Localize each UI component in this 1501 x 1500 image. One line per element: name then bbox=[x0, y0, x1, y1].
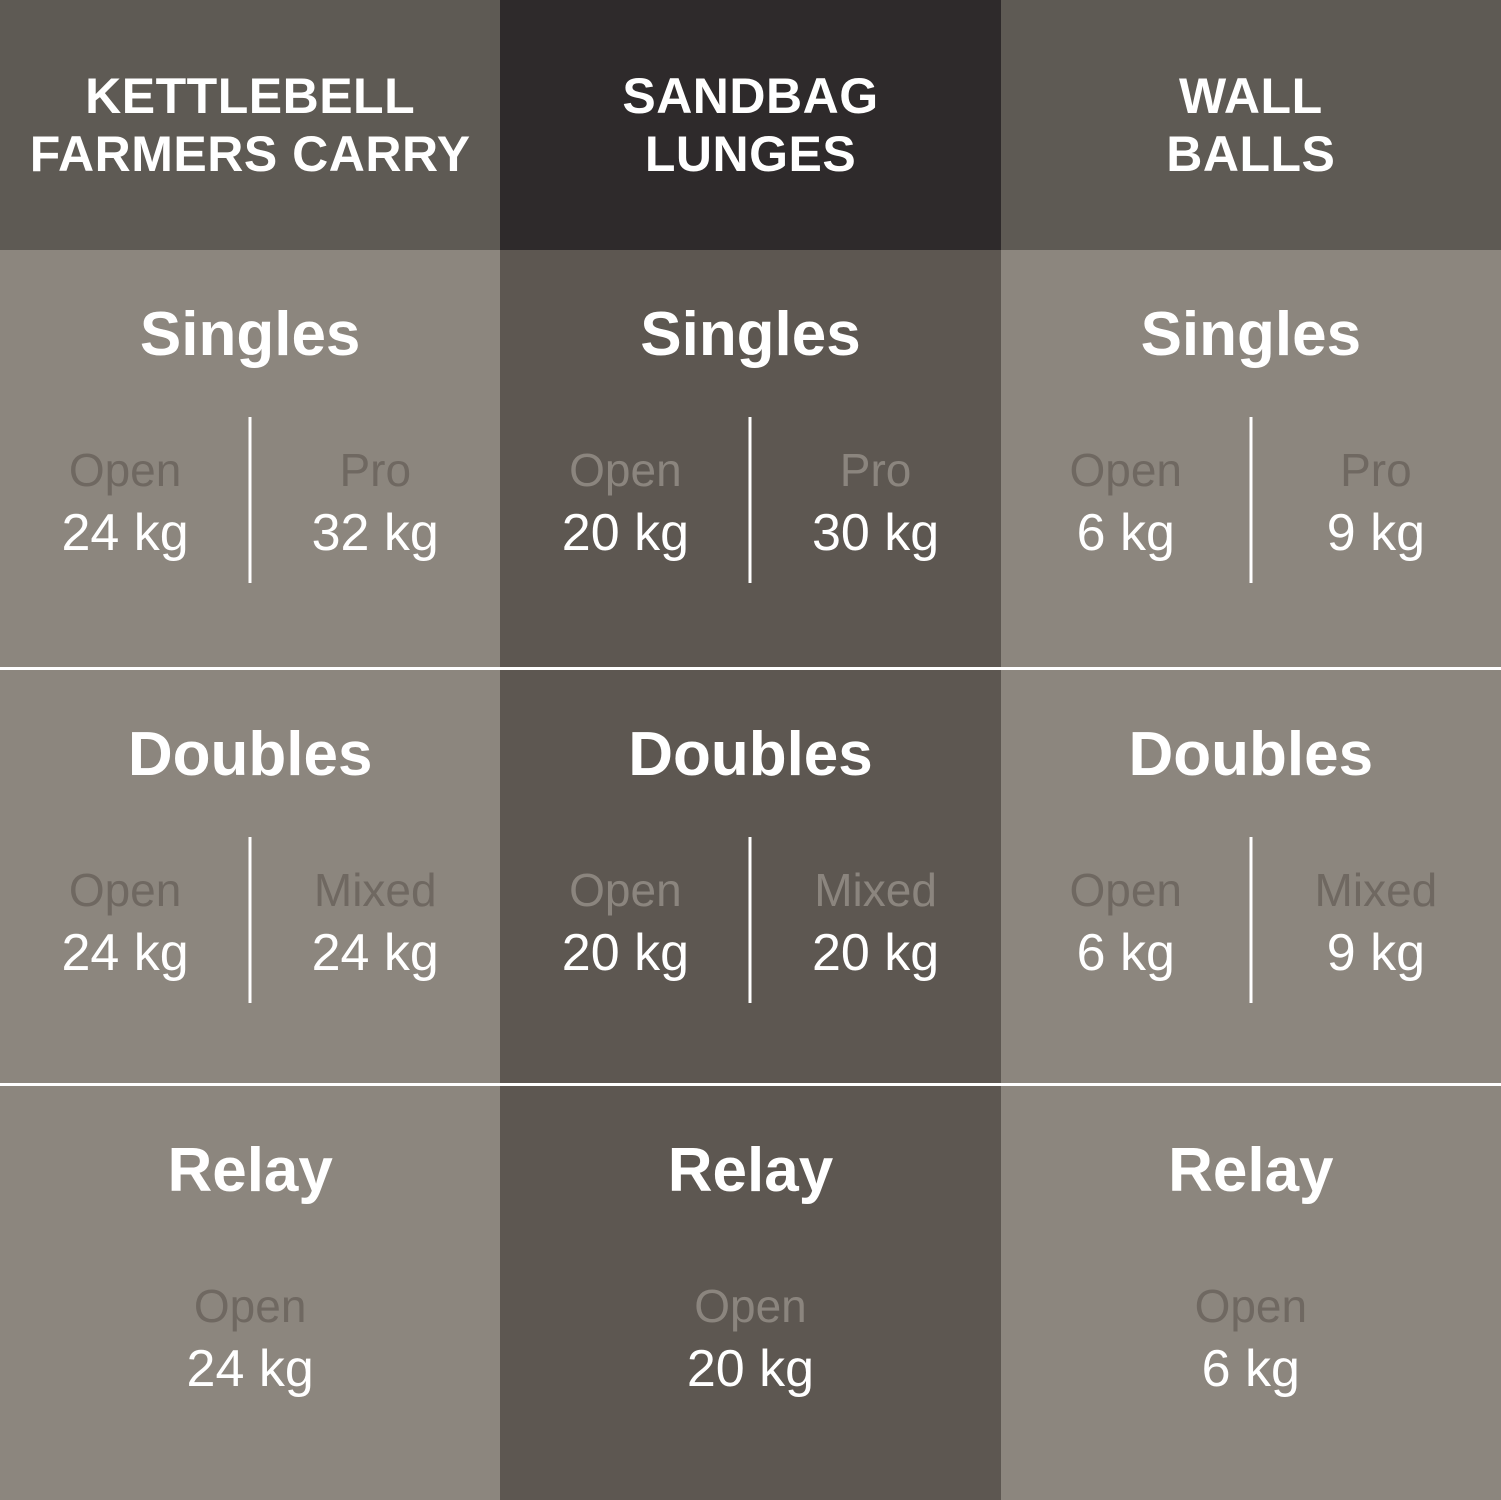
divider-line bbox=[1249, 417, 1253, 583]
cell-relay-wallballs: Relay Open 6 kg bbox=[1000, 1083, 1501, 1500]
division-open: Open 24 kg bbox=[0, 442, 250, 564]
division-label: Pro bbox=[1340, 444, 1412, 496]
weight-value: 9 kg bbox=[1326, 923, 1426, 982]
weight-value: 6 kg bbox=[1076, 923, 1175, 982]
section-title: Doubles bbox=[1128, 719, 1374, 789]
section-title: Doubles bbox=[628, 719, 873, 789]
weight-value: 30 kg bbox=[811, 504, 940, 562]
column-header-wall-balls: WALL BALLS bbox=[1000, 0, 1501, 250]
cell-singles-sandbag: Singles Open 20 kg Pro 30 kg bbox=[500, 250, 1001, 667]
division-label: Open bbox=[193, 1280, 307, 1333]
cell-singles-kettlebell: Singles Open 24 kg Pro 32 kg bbox=[0, 250, 501, 667]
division-open: Open 24 kg bbox=[0, 1278, 500, 1400]
division-pro: Pro 32 kg bbox=[250, 442, 500, 564]
weight-value: 20 kg bbox=[561, 923, 690, 982]
divider-line bbox=[248, 417, 252, 583]
section-title: Singles bbox=[640, 300, 861, 369]
weight-value: 24 kg bbox=[311, 923, 439, 982]
section-title: Relay bbox=[1168, 1136, 1334, 1206]
division-pro: Pro 30 kg bbox=[750, 442, 1000, 564]
division-label: Mixed bbox=[313, 863, 437, 916]
division-mixed: Mixed 20 kg bbox=[750, 862, 1000, 984]
weight-value: 32 kg bbox=[311, 504, 439, 562]
division-open: Open 20 kg bbox=[500, 442, 750, 564]
divider-line bbox=[248, 836, 252, 1003]
division-label: Open bbox=[68, 863, 182, 916]
division-mixed: Mixed 9 kg bbox=[1251, 862, 1501, 984]
division-mixed: Mixed 24 kg bbox=[250, 862, 500, 984]
weight-value: 24 kg bbox=[186, 1340, 314, 1399]
division-label: Open bbox=[569, 863, 682, 916]
cell-relay-kettlebell: Relay Open 24 kg bbox=[0, 1083, 501, 1500]
section-title: Doubles bbox=[127, 719, 373, 789]
column-header-label: KETTLEBELL FARMERS CARRY bbox=[29, 68, 471, 182]
division-pro: Pro 9 kg bbox=[1251, 442, 1501, 564]
column-header-sandbag-lunges: SANDBAG LUNGES bbox=[500, 0, 1001, 250]
divider-line bbox=[1249, 836, 1253, 1003]
weight-value: 20 kg bbox=[686, 1340, 815, 1399]
section-title: Relay bbox=[667, 1136, 834, 1206]
weight-value: 24 kg bbox=[61, 923, 189, 982]
weight-value: 20 kg bbox=[561, 504, 690, 562]
weight-value: 20 kg bbox=[811, 923, 940, 982]
division-label: Pro bbox=[839, 444, 912, 496]
weight-value: 6 kg bbox=[1201, 1340, 1300, 1399]
division-label: Mixed bbox=[814, 863, 937, 916]
divider-line bbox=[748, 417, 752, 583]
column-header-label: WALL BALLS bbox=[1166, 68, 1336, 182]
cell-doubles-kettlebell: Doubles Open 24 kg Mixed 24 kg bbox=[0, 666, 501, 1084]
division-open: Open 6 kg bbox=[1001, 862, 1251, 984]
division-open: Open 24 kg bbox=[0, 862, 250, 984]
division-label: Open bbox=[694, 1280, 807, 1333]
cell-doubles-wallballs: Doubles Open 6 kg Mixed 9 kg bbox=[1000, 666, 1501, 1084]
column-header-kettlebell-farmers-carry: KETTLEBELL FARMERS CARRY bbox=[0, 0, 501, 250]
weight-value: 6 kg bbox=[1076, 504, 1175, 562]
division-open: Open 6 kg bbox=[1001, 1278, 1501, 1400]
division-open: Open 20 kg bbox=[500, 862, 750, 984]
cell-relay-sandbag: Relay Open 20 kg bbox=[500, 1083, 1001, 1500]
division-label: Open bbox=[1194, 1280, 1308, 1333]
division-label: Open bbox=[569, 444, 682, 496]
weight-value: 9 kg bbox=[1326, 504, 1426, 562]
division-label: Mixed bbox=[1314, 863, 1438, 916]
section-title: Singles bbox=[139, 300, 361, 369]
section-title: Relay bbox=[167, 1136, 333, 1206]
division-label: Pro bbox=[339, 444, 412, 496]
column-header-label: SANDBAG LUNGES bbox=[622, 68, 879, 182]
divider-line bbox=[748, 836, 752, 1003]
division-label: Open bbox=[1069, 444, 1182, 496]
section-title: Singles bbox=[1140, 300, 1362, 369]
cell-singles-wallballs: Singles Open 6 kg Pro 9 kg bbox=[1000, 250, 1501, 667]
division-label: Open bbox=[1069, 863, 1182, 916]
weight-value: 24 kg bbox=[61, 504, 189, 562]
division-open: Open 6 kg bbox=[1001, 442, 1251, 564]
cell-doubles-sandbag: Doubles Open 20 kg Mixed 20 kg bbox=[500, 666, 1001, 1084]
division-label: Open bbox=[68, 444, 182, 496]
division-open: Open 20 kg bbox=[500, 1278, 1000, 1400]
